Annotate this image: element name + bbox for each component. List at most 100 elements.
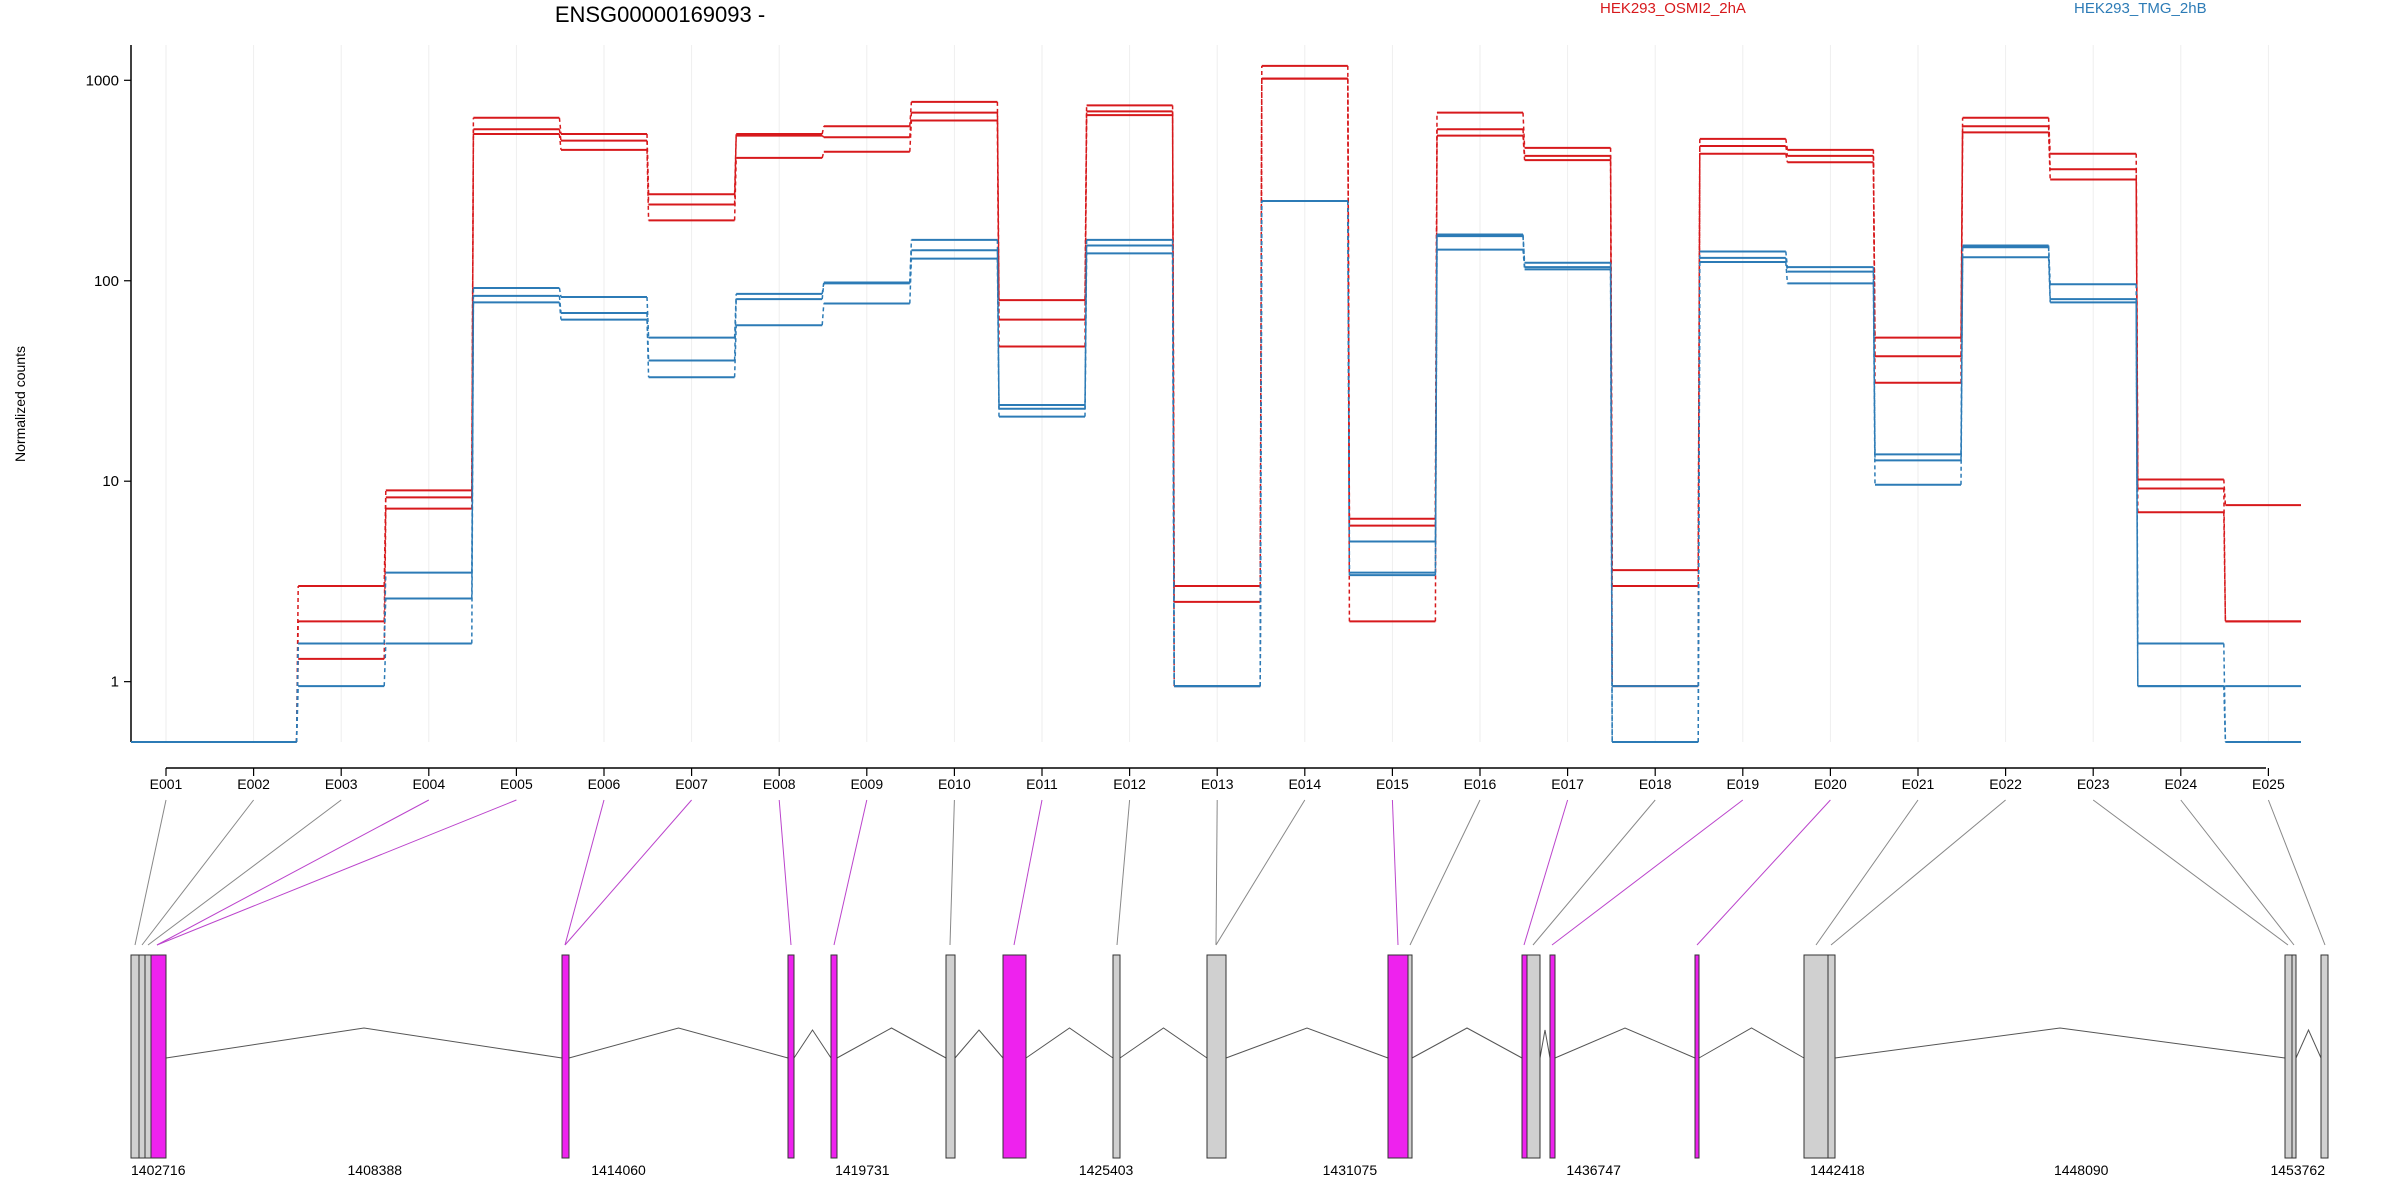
x-tick-label: E017 <box>1551 776 1584 792</box>
exon-box <box>1526 954 1541 1159</box>
y-tick-label: 100 <box>94 273 119 290</box>
x-tick-label: E008 <box>763 776 796 792</box>
exon-box <box>1521 954 1528 1159</box>
x-tick-label: E006 <box>588 776 621 792</box>
exon-box <box>150 954 167 1159</box>
exon-link-line <box>1523 799 1569 946</box>
exon-box <box>138 954 146 1159</box>
data-connector <box>733 299 737 361</box>
x-tick-label: E019 <box>1726 776 1759 792</box>
exon-link-line <box>156 799 430 946</box>
exon-link-line <box>1391 799 1399 946</box>
exon-box <box>1407 954 1413 1159</box>
data-connector <box>2135 302 2139 687</box>
intron-line <box>1834 1027 2286 1059</box>
data-connector <box>2223 479 2227 506</box>
coordinate-label: 1442418 <box>1810 1162 1865 1178</box>
intron-line <box>165 1027 563 1059</box>
x-tick-label: E020 <box>1814 776 1847 792</box>
exon-box <box>561 954 570 1159</box>
intron-line <box>1225 1027 1389 1059</box>
y-tick-label: 1 <box>111 674 119 691</box>
intron-line <box>793 1029 832 1059</box>
intron-line <box>1698 1027 1805 1059</box>
exon-box <box>945 954 956 1159</box>
exon-link-line <box>1215 799 1306 946</box>
data-connector <box>996 258 1000 417</box>
data-connector <box>2047 257 2051 303</box>
data-connector <box>733 135 737 205</box>
data-connector <box>1785 257 1789 272</box>
exon-link-line <box>1532 799 1656 946</box>
exon-box <box>2320 954 2329 1159</box>
coordinate-label: 1408388 <box>348 1162 403 1178</box>
legend-item-tmg: HEK293_TMG_2hB <box>2074 0 2207 17</box>
exon-box <box>144 954 152 1159</box>
data-connector <box>1960 117 1964 338</box>
exon-box <box>1549 954 1556 1159</box>
x-tick-label: E014 <box>1288 776 1321 792</box>
data-connector <box>1872 283 1876 485</box>
data-connector <box>558 117 562 135</box>
data-connector <box>821 126 825 135</box>
x-tick-label: E004 <box>412 776 445 792</box>
intron-line <box>1025 1027 1114 1059</box>
x-tick-label: E005 <box>500 776 533 792</box>
data-connector <box>646 319 650 378</box>
x-tick-label: E022 <box>1989 776 2022 792</box>
data-connector <box>558 302 562 320</box>
exon-link-line <box>1696 799 1831 946</box>
exon-link-line <box>2180 799 2295 946</box>
coordinate-label: 1431075 <box>1323 1162 1378 1178</box>
data-connector <box>733 325 737 378</box>
x-tick-label: E001 <box>150 776 183 792</box>
x-tick-label: E025 <box>2252 776 2285 792</box>
data-connector <box>909 120 913 152</box>
coordinate-label: 1448090 <box>2054 1162 2109 1178</box>
coordinate-label: 1419731 <box>835 1162 890 1178</box>
data-connector <box>1259 200 1263 687</box>
exon-link-line <box>1409 799 1481 946</box>
x-tick-label: E009 <box>850 776 883 792</box>
exon-box <box>2284 954 2293 1159</box>
y-tick-label: 1000 <box>86 72 119 89</box>
x-tick-label: E007 <box>675 776 708 792</box>
x-tick-label: E015 <box>1376 776 1409 792</box>
intron-line <box>1554 1027 1696 1059</box>
intron-line <box>1411 1027 1523 1059</box>
data-connector <box>1785 261 1789 284</box>
data-connector <box>295 621 299 743</box>
data-connector <box>1609 269 1613 743</box>
x-tick-label: E002 <box>237 776 270 792</box>
data-connector <box>821 303 825 326</box>
data-connector <box>558 129 562 141</box>
legend-item-osmi2: HEK293_OSMI2_2hA <box>1600 0 1746 17</box>
data-connector <box>1347 200 1351 576</box>
data-connector <box>383 643 387 687</box>
data-connector <box>646 296 650 338</box>
data-connector <box>2047 132 2051 180</box>
data-connector <box>1785 138 1789 150</box>
x-tick-label: E021 <box>1902 776 1935 792</box>
exon-link-line <box>833 799 868 946</box>
data-connector <box>295 686 299 743</box>
data-connector <box>558 287 562 298</box>
exon-box <box>1803 954 1829 1159</box>
data-connector <box>821 151 825 159</box>
data-connector <box>1522 249 1526 270</box>
data-connector <box>471 302 475 644</box>
data-connector <box>1084 253 1088 417</box>
exon-box <box>1206 954 1227 1159</box>
data-connector <box>2223 686 2227 743</box>
exon-link-line <box>1815 799 1919 946</box>
exon-box <box>130 954 140 1159</box>
data-connector <box>733 157 737 221</box>
exon-box <box>830 954 838 1159</box>
exon-box <box>1002 954 1027 1159</box>
exon-link-line <box>2092 799 2289 946</box>
exon-link-line <box>2267 799 2326 946</box>
data-connector <box>1084 105 1088 301</box>
exon-link-line <box>1116 799 1131 946</box>
x-tick-label: E013 <box>1201 776 1234 792</box>
